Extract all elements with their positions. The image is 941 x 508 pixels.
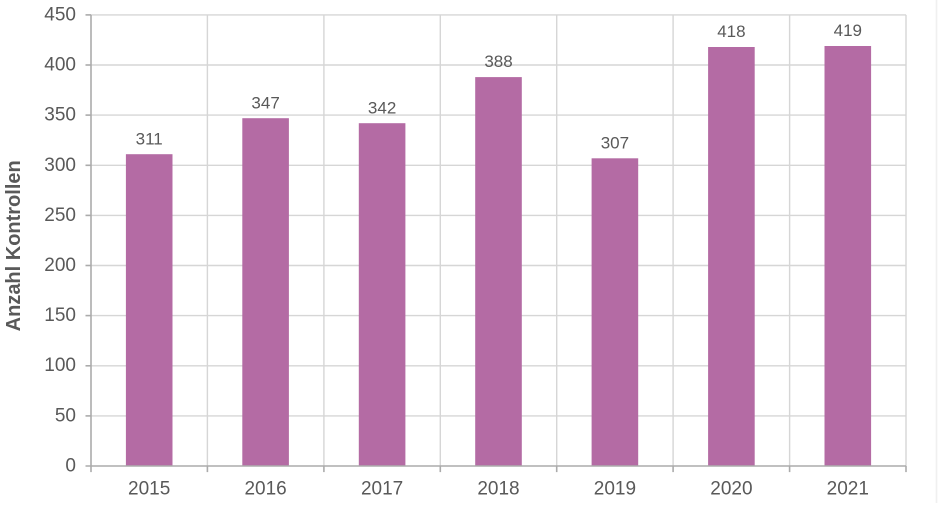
svg-text:342: 342 <box>368 98 396 117</box>
svg-text:100: 100 <box>44 355 76 376</box>
svg-text:388: 388 <box>484 52 512 71</box>
svg-text:150: 150 <box>44 305 76 326</box>
svg-text:2019: 2019 <box>594 478 636 499</box>
svg-text:250: 250 <box>44 205 76 226</box>
svg-text:2016: 2016 <box>244 478 286 499</box>
svg-text:200: 200 <box>44 255 76 276</box>
svg-text:2021: 2021 <box>827 478 869 499</box>
svg-text:2018: 2018 <box>477 478 519 499</box>
svg-text:311: 311 <box>136 129 163 148</box>
svg-text:350: 350 <box>44 105 76 126</box>
svg-text:300: 300 <box>44 155 76 176</box>
svg-text:50: 50 <box>55 405 76 426</box>
svg-text:Anzahl Kontrollen: Anzahl Kontrollen <box>3 160 25 331</box>
svg-text:2017: 2017 <box>361 478 403 499</box>
svg-text:2020: 2020 <box>710 478 752 499</box>
svg-text:419: 419 <box>834 21 862 40</box>
svg-text:418: 418 <box>717 22 745 41</box>
svg-text:307: 307 <box>601 133 629 152</box>
svg-text:2015: 2015 <box>128 478 170 499</box>
svg-text:450: 450 <box>44 4 76 25</box>
svg-text:400: 400 <box>44 55 76 76</box>
svg-text:0: 0 <box>65 455 76 476</box>
svg-text:347: 347 <box>251 93 279 112</box>
